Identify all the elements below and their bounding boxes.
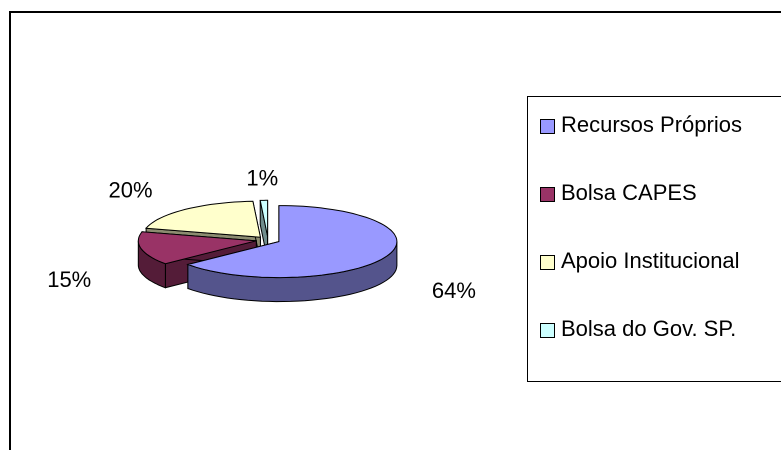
data-label: 20% <box>109 178 153 203</box>
data-label: 1% <box>246 166 278 191</box>
legend-swatch <box>540 323 555 338</box>
legend-swatch <box>540 255 555 270</box>
legend-swatch <box>540 119 555 134</box>
legend-item: Apoio Institucional <box>540 247 781 315</box>
pie-slice <box>145 200 262 238</box>
legend-label: Bolsa do Gov. SP. <box>561 316 737 341</box>
legend-label: Bolsa CAPES <box>561 180 697 205</box>
legend-label: Apoio Institucional <box>561 248 740 273</box>
legend-label: Recursos Próprios <box>561 112 742 137</box>
data-label: 64% <box>432 278 476 303</box>
pie-slice <box>186 205 398 279</box>
legend-swatch <box>540 187 555 202</box>
legend-item: Bolsa CAPES <box>540 179 781 247</box>
pie-slice <box>137 231 257 265</box>
chart-frame <box>9 11 781 450</box>
legend-item: Bolsa do Gov. SP. <box>540 315 781 383</box>
pie-slice <box>259 199 269 237</box>
data-label: 15% <box>47 267 91 292</box>
legend-item: Recursos Próprios <box>540 111 781 179</box>
legend: Recursos Próprios Bolsa CAPES Apoio Instit… <box>527 96 781 382</box>
